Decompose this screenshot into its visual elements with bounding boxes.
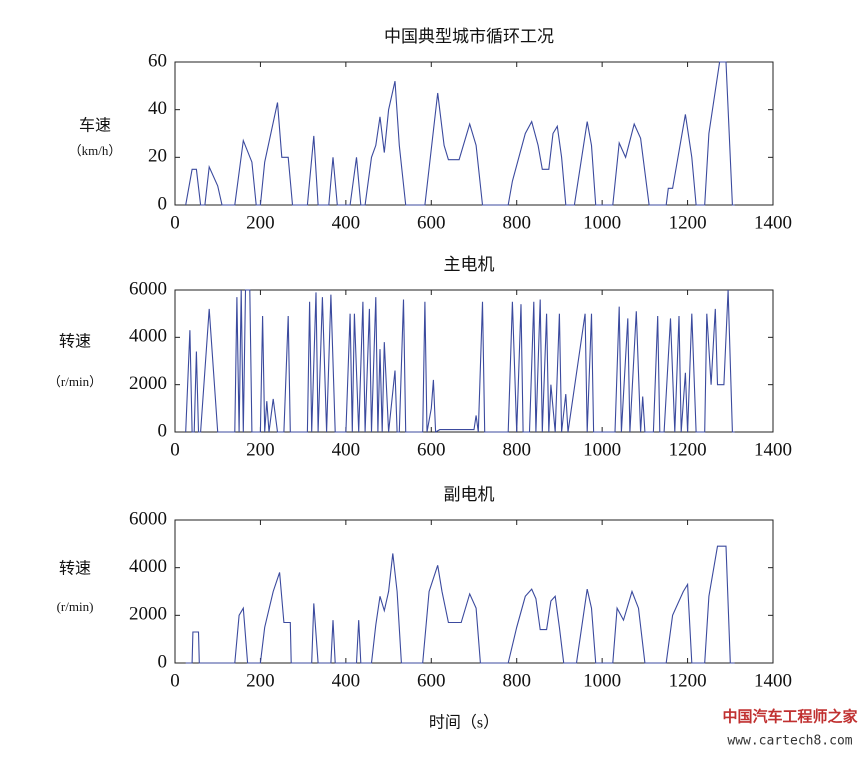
- x-tick-label: 1200: [669, 439, 707, 460]
- x-tick-label: 200: [246, 670, 275, 691]
- x-tick-label: 800: [502, 670, 531, 691]
- x-tick-label: 400: [332, 212, 361, 233]
- y-tick-label: 60: [148, 50, 167, 71]
- x-tick-label: 800: [502, 439, 531, 460]
- x-tick-label: 1200: [669, 670, 707, 691]
- x-tick-label: 1400: [754, 439, 792, 460]
- y-tick-label: 20: [148, 146, 167, 167]
- y-axis-unit: （r/min）: [48, 374, 102, 389]
- y-tick-label: 0: [158, 420, 168, 441]
- x-tick-label: 600: [417, 439, 446, 460]
- x-tick-label: 1400: [754, 670, 792, 691]
- y-tick-label: 6000: [129, 508, 167, 529]
- plot-frame: [174, 61, 774, 206]
- x-tick-label: 600: [417, 212, 446, 233]
- x-axis-label: 时间（s）: [429, 714, 499, 732]
- chart-title: 副电机: [444, 485, 495, 504]
- x-tick-label: 1000: [583, 439, 621, 460]
- x-tick-label: 600: [417, 670, 446, 691]
- y-tick-label: 4000: [129, 326, 167, 347]
- y-tick-label: 40: [148, 98, 167, 119]
- y-axis-label: 转速: [59, 333, 91, 351]
- y-tick-label: 2000: [129, 604, 167, 625]
- y-tick-label: 0: [158, 651, 168, 672]
- watermark-name: 中国汽车工程师之家: [722, 707, 857, 725]
- x-tick-label: 200: [246, 212, 275, 233]
- x-tick-label: 1400: [754, 212, 792, 233]
- x-tick-label: 0: [170, 212, 180, 233]
- x-tick-label: 1200: [669, 212, 707, 233]
- y-axis-label: 转速: [59, 560, 91, 578]
- y-axis-unit: （km/h）: [69, 143, 122, 158]
- plot-frame: [174, 519, 774, 664]
- plot-frame: [174, 289, 774, 433]
- y-tick-label: 4000: [129, 556, 167, 577]
- x-tick-label: 400: [332, 670, 361, 691]
- data-line: [185, 545, 735, 664]
- watermark-url: www.cartech8.com: [727, 734, 852, 749]
- y-axis-unit: (r/min): [57, 599, 94, 614]
- x-tick-label: 0: [170, 670, 180, 691]
- y-tick-label: 0: [158, 193, 168, 214]
- y-axis-label: 车速: [79, 117, 111, 135]
- x-tick-label: 1000: [583, 670, 621, 691]
- chart-title: 主电机: [444, 255, 495, 274]
- chart-title: 中国典型城市循环工况: [384, 27, 554, 46]
- y-tick-label: 6000: [129, 278, 167, 299]
- data-line: [185, 289, 735, 433]
- x-tick-label: 800: [502, 212, 531, 233]
- x-tick-label: 200: [246, 439, 275, 460]
- data-line: [185, 61, 735, 206]
- x-tick-label: 1000: [583, 212, 621, 233]
- x-tick-label: 400: [332, 439, 361, 460]
- y-tick-label: 2000: [129, 373, 167, 394]
- x-tick-label: 0: [170, 439, 180, 460]
